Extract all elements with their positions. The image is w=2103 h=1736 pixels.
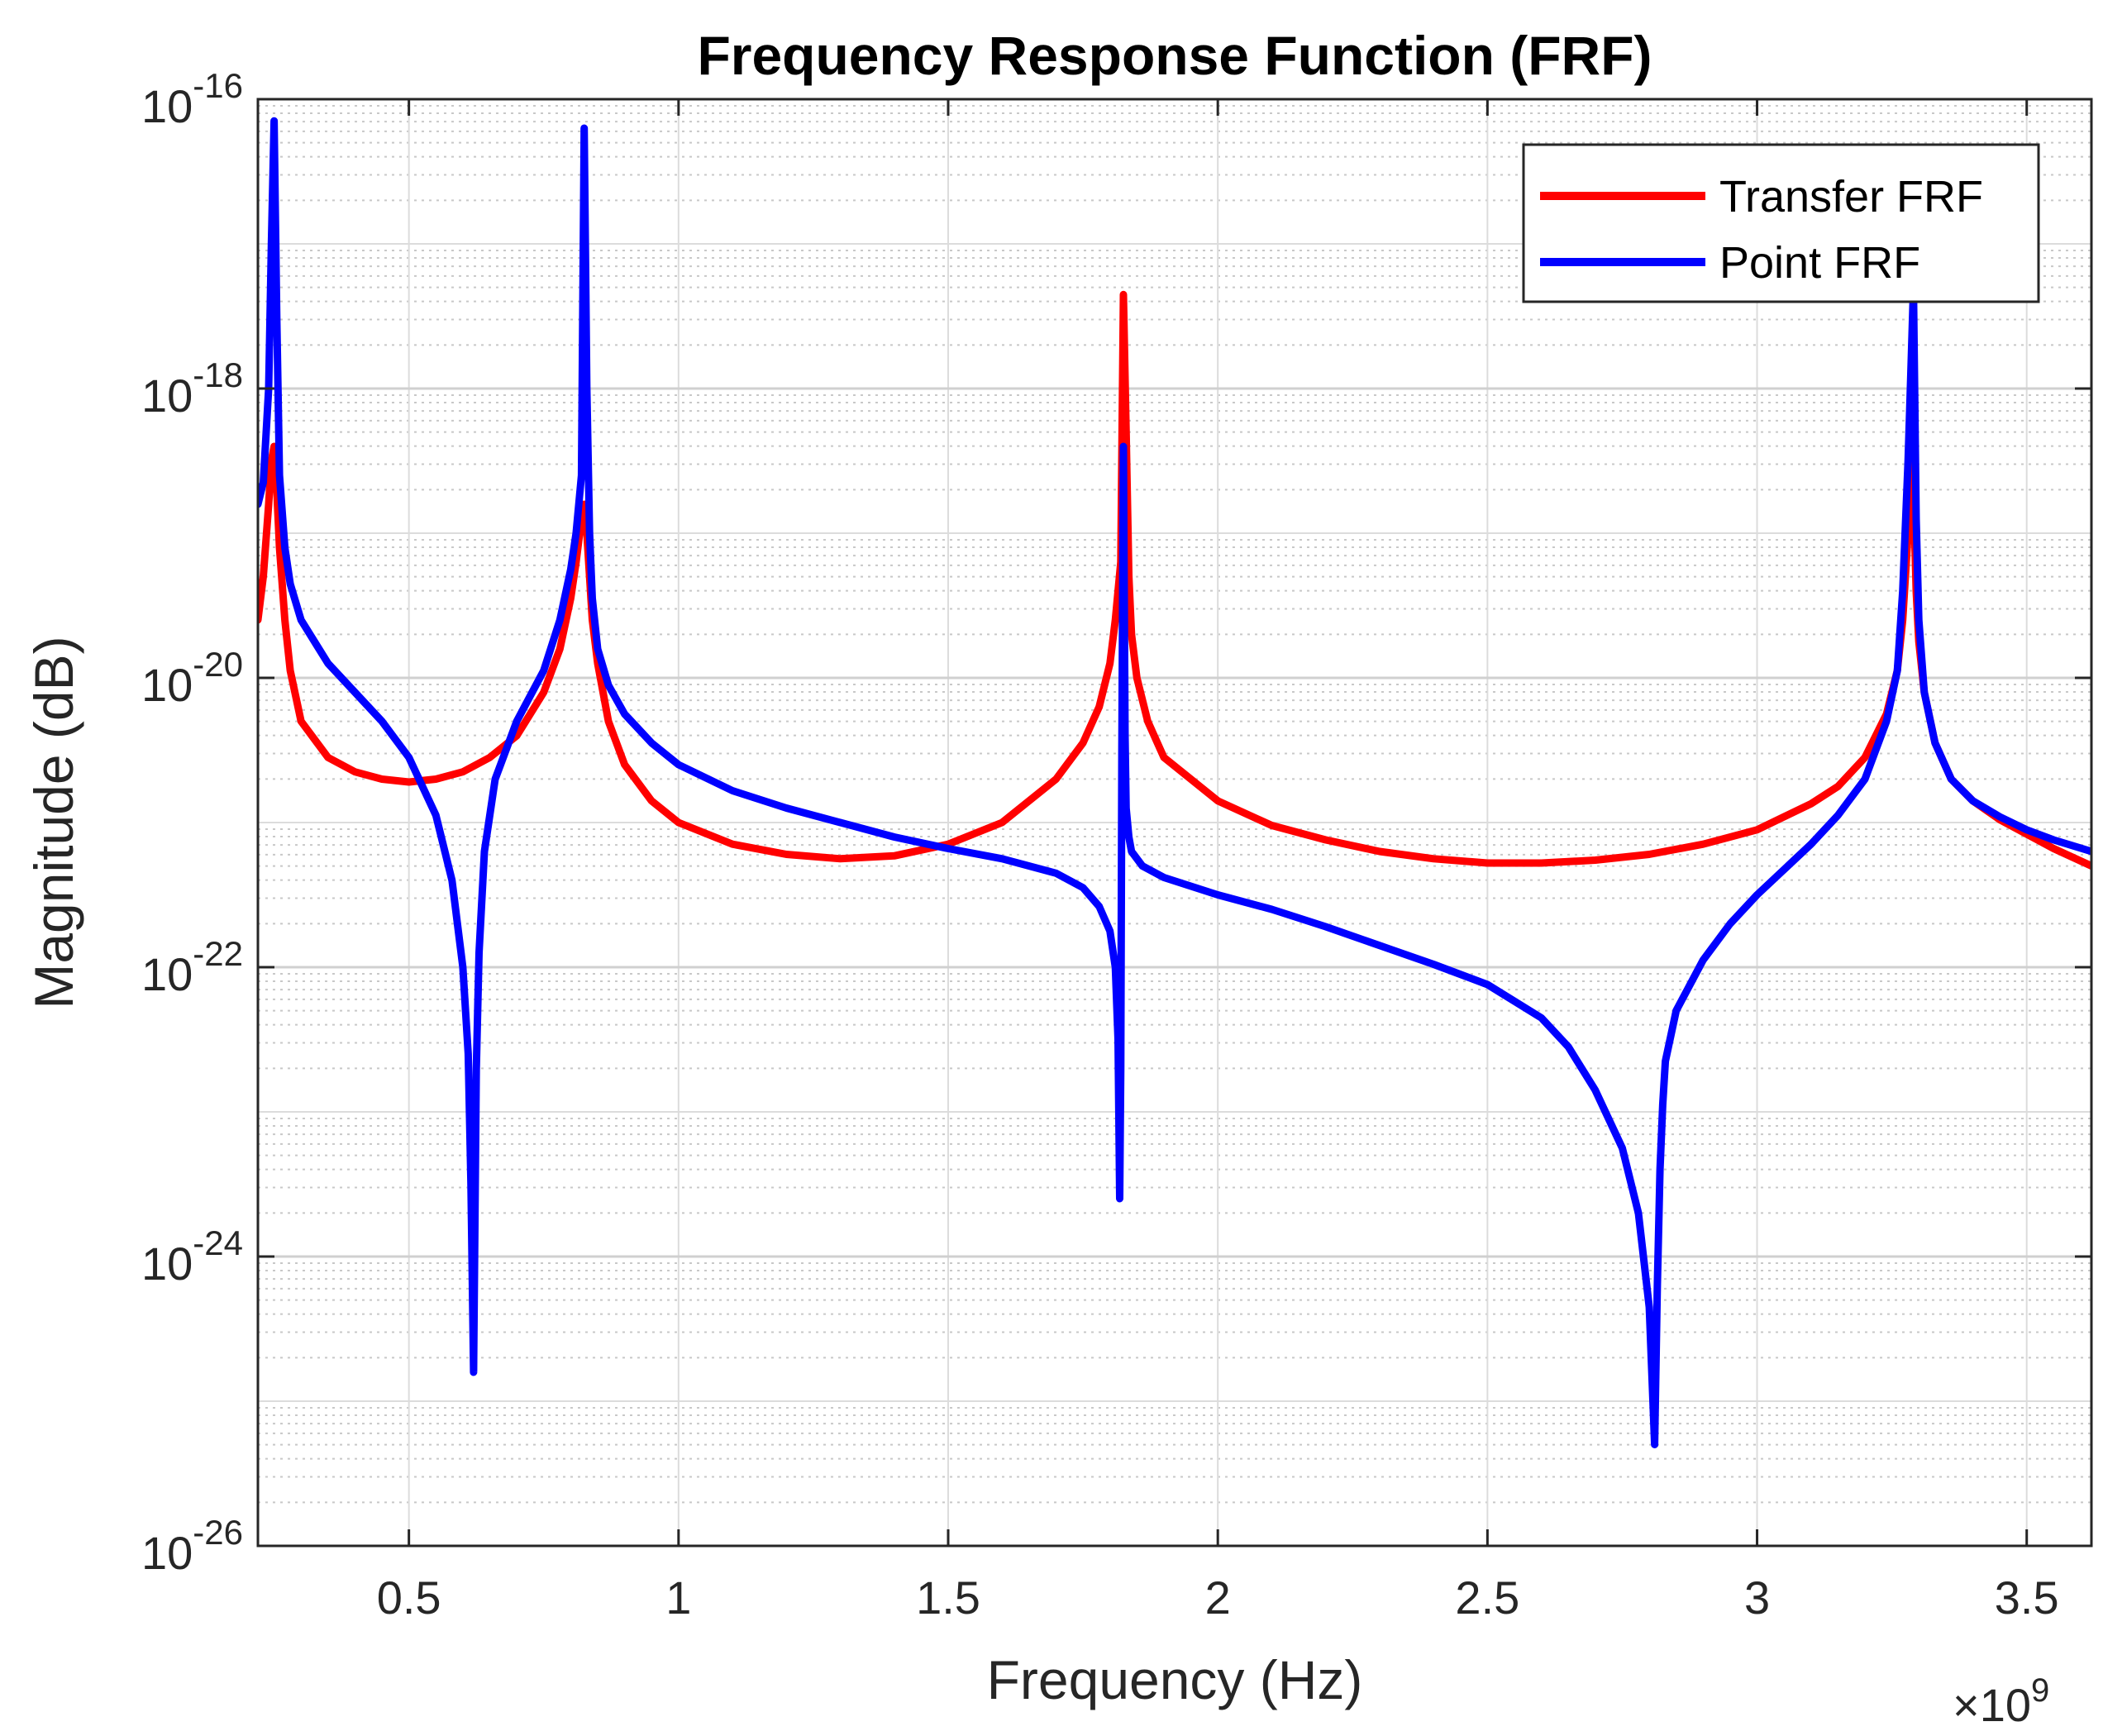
y-tick-label-exponent: -20 [193,645,243,684]
y-tick-label-base: 10 [141,948,193,1000]
y-tick-label-exponent: -26 [193,1513,243,1552]
x-tick-label: 2.5 [1455,1571,1519,1624]
y-tick-label: 10-20 [141,645,243,711]
x-axis-label: Frequency (Hz) [987,1649,1363,1710]
x-axis-multiplier: ×109 [1953,1672,2049,1731]
legend: Transfer FRF Point FRF [1522,143,2040,303]
legend-label-transfer: Transfer FRF [1719,172,1983,222]
series-layer [258,117,2091,1448]
x-tick-label: 1 [665,1571,691,1624]
y-tick-label-base: 10 [141,80,193,132]
x-tick-label: 2 [1205,1571,1231,1624]
y-tick-label: 10-26 [141,1513,243,1579]
y-tick-label: 10-18 [141,355,243,422]
x-tick-label: 3.5 [1995,1571,2059,1624]
y-tick-label: 10-16 [141,66,243,132]
legend-label-point: Point FRF [1719,238,1920,288]
legend-box [1522,143,2040,303]
x-multiplier-exponent: 9 [2031,1672,2049,1709]
y-axis-label: Magnitude (dB) [23,636,84,1009]
plot-frame [256,98,2093,1548]
y-tick-label-exponent: -22 [193,934,243,973]
y-tick-label-exponent: -16 [193,66,243,105]
x-tick-label: 3 [1744,1571,1770,1624]
grid-layer [258,98,2091,1548]
y-tick-label-base: 10 [141,370,193,422]
x-multiplier-base: ×10 [1953,1679,2031,1731]
x-tick-layer: 0.5 1 1.5 2 2.5 3 3.5 [377,99,2059,1624]
x-tick-label: 1.5 [916,1571,980,1624]
x-tick-label: 0.5 [377,1571,441,1624]
y-tick-label-exponent: -24 [193,1223,243,1262]
y-tick-label-base: 10 [141,659,193,711]
y-tick-label-exponent: -18 [193,355,243,394]
y-tick-label: 10-24 [141,1223,243,1290]
chart-title: Frequency Response Function (FRF) [697,25,1652,86]
y-tick-label: 10-22 [141,934,243,1000]
y-tick-label-base: 10 [141,1527,193,1579]
series-line-point-frf [258,117,2091,1448]
y-tick-label-base: 10 [141,1238,193,1290]
